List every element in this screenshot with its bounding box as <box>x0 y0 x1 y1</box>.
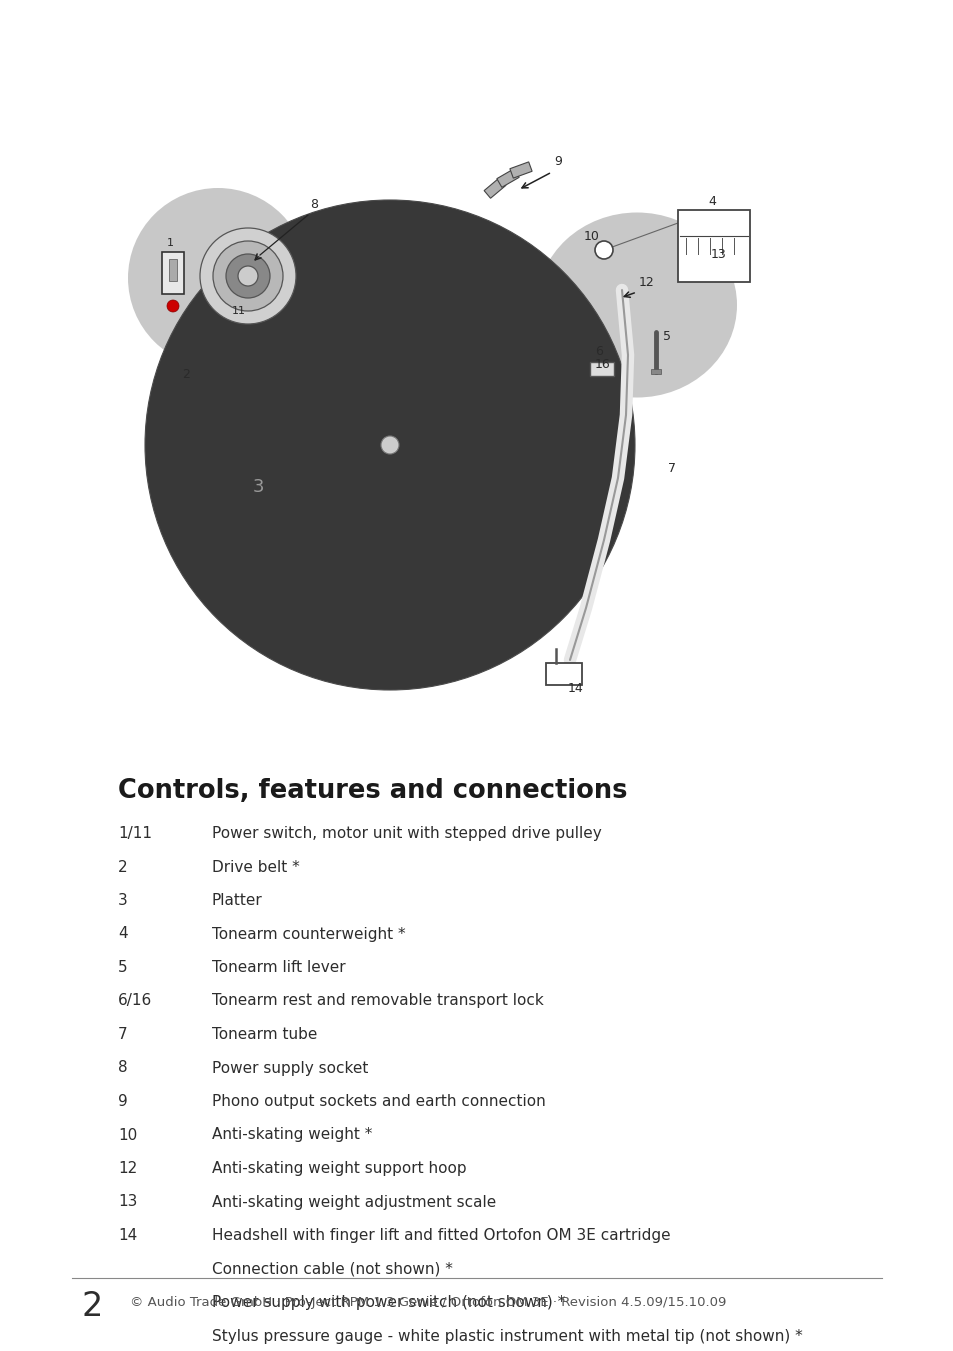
Text: 1/11: 1/11 <box>118 825 152 842</box>
Ellipse shape <box>537 212 737 397</box>
Bar <box>162 253 184 295</box>
Text: Controls, features and connections: Controls, features and connections <box>118 778 627 804</box>
Text: Stylus pressure gauge - white plastic instrument with metal tip (not shown) *: Stylus pressure gauge - white plastic in… <box>212 1328 801 1343</box>
Circle shape <box>200 228 295 324</box>
Text: Power supply with power switch (not shown) *: Power supply with power switch (not show… <box>212 1296 565 1310</box>
Circle shape <box>167 300 179 312</box>
Circle shape <box>595 240 613 259</box>
Text: 13: 13 <box>118 1194 137 1209</box>
Text: 13: 13 <box>710 249 726 261</box>
Text: Tonearm rest and removable transport lock: Tonearm rest and removable transport loc… <box>212 993 543 1008</box>
Circle shape <box>237 266 257 286</box>
Text: 8: 8 <box>118 1061 128 1075</box>
Text: 1: 1 <box>167 238 173 249</box>
Text: 2: 2 <box>182 367 190 381</box>
Text: 12: 12 <box>639 276 654 289</box>
Text: 7: 7 <box>118 1027 128 1042</box>
Text: Tonearm tube: Tonearm tube <box>212 1027 317 1042</box>
Text: 16: 16 <box>595 358 610 372</box>
Text: Power supply socket: Power supply socket <box>212 1061 368 1075</box>
Text: Anti-skating weight *: Anti-skating weight * <box>212 1128 372 1143</box>
Circle shape <box>226 254 270 299</box>
Polygon shape <box>497 169 518 188</box>
Text: 7: 7 <box>667 462 676 476</box>
Text: 10: 10 <box>583 230 599 243</box>
Circle shape <box>128 188 308 367</box>
Text: Tonearm lift lever: Tonearm lift lever <box>212 961 345 975</box>
Bar <box>650 369 660 374</box>
Text: 9: 9 <box>554 155 561 168</box>
Text: Drive belt *: Drive belt * <box>212 859 299 874</box>
Text: 5: 5 <box>118 961 128 975</box>
Text: 8: 8 <box>310 199 317 211</box>
Text: Phono output sockets and earth connection: Phono output sockets and earth connectio… <box>212 1094 545 1109</box>
Text: 12: 12 <box>118 1161 137 1175</box>
Bar <box>545 663 581 685</box>
Text: © Audio Trade GmbH · Pro-Ject RPM 1.3 Genie / Ortofon OM 3E · Revision 4.5.09/15: © Audio Trade GmbH · Pro-Ject RPM 1.3 Ge… <box>130 1296 725 1309</box>
Text: 2: 2 <box>82 1290 103 1323</box>
Text: 11: 11 <box>232 305 246 316</box>
Text: Tonearm counterweight *: Tonearm counterweight * <box>212 927 405 942</box>
Bar <box>169 259 177 281</box>
Text: 6/16: 6/16 <box>118 993 152 1008</box>
Polygon shape <box>509 162 532 178</box>
Bar <box>589 362 614 376</box>
Text: 3: 3 <box>252 478 263 496</box>
Polygon shape <box>483 178 505 199</box>
Text: 3: 3 <box>118 893 128 908</box>
Text: Power switch, motor unit with stepped drive pulley: Power switch, motor unit with stepped dr… <box>212 825 601 842</box>
Text: 14: 14 <box>567 682 583 694</box>
Text: Headshell with finger lift and fitted Ortofon OM 3E cartridge: Headshell with finger lift and fitted Or… <box>212 1228 670 1243</box>
Text: 2: 2 <box>118 859 128 874</box>
Text: Connection cable (not shown) *: Connection cable (not shown) * <box>212 1262 453 1277</box>
Circle shape <box>145 200 635 690</box>
Text: 9: 9 <box>118 1094 128 1109</box>
Circle shape <box>213 240 283 311</box>
Text: 4: 4 <box>118 927 128 942</box>
Text: Anti-skating weight adjustment scale: Anti-skating weight adjustment scale <box>212 1194 496 1209</box>
Text: 5: 5 <box>662 330 670 343</box>
Text: Anti-skating weight support hoop: Anti-skating weight support hoop <box>212 1161 466 1175</box>
Text: 4: 4 <box>707 195 715 208</box>
Text: 6: 6 <box>595 345 602 358</box>
Text: 10: 10 <box>118 1128 137 1143</box>
Text: Platter: Platter <box>212 893 262 908</box>
Circle shape <box>380 436 398 454</box>
Bar <box>678 209 749 282</box>
Text: 14: 14 <box>118 1228 137 1243</box>
